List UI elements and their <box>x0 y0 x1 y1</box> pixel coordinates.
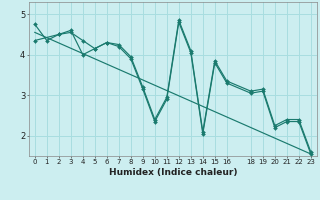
X-axis label: Humidex (Indice chaleur): Humidex (Indice chaleur) <box>108 168 237 177</box>
